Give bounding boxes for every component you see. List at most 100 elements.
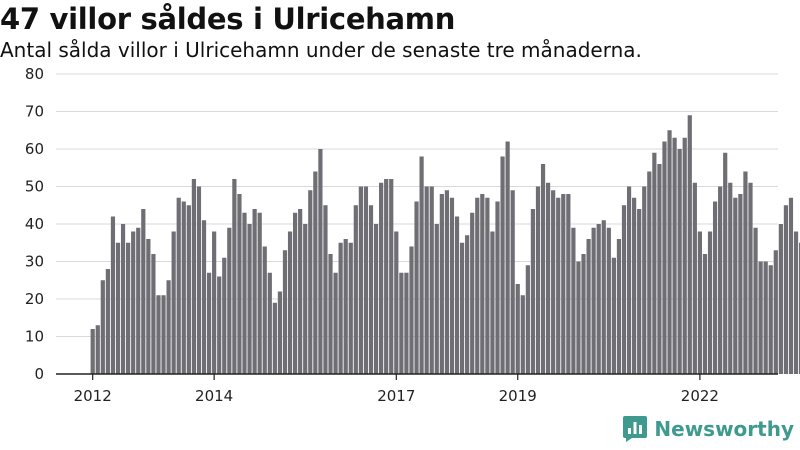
- bar: [758, 261, 763, 374]
- bar: [212, 231, 217, 374]
- bar: [475, 197, 480, 374]
- bar: [500, 156, 505, 374]
- bar: [546, 182, 551, 374]
- bar: [470, 212, 475, 374]
- bar: [596, 224, 601, 374]
- bar: [723, 152, 728, 374]
- bar: [115, 242, 121, 374]
- bar: [586, 239, 591, 374]
- bar: [434, 224, 439, 374]
- bar: [373, 224, 379, 374]
- bar: [652, 152, 657, 374]
- bars: [90, 115, 800, 374]
- bar: [126, 242, 131, 374]
- bar: [571, 227, 576, 374]
- bar: [206, 272, 212, 374]
- bar: [318, 149, 323, 374]
- bar: [657, 164, 662, 374]
- bar: [136, 227, 141, 374]
- bar: [738, 194, 743, 374]
- bar: [429, 186, 434, 374]
- bar: [692, 182, 697, 374]
- bar: [333, 272, 338, 374]
- bar: [338, 242, 343, 374]
- bar: [525, 265, 530, 374]
- bar: [530, 209, 536, 374]
- bar: [773, 250, 778, 374]
- bar: [328, 254, 333, 374]
- bar: [672, 137, 677, 374]
- bar: [454, 216, 460, 374]
- y-tick-label: 80: [25, 65, 44, 83]
- bar: [419, 156, 424, 374]
- y-tick-label: 60: [25, 140, 44, 158]
- newsworthy-logo-icon: [623, 416, 648, 442]
- bar: [581, 254, 586, 374]
- bar: [459, 242, 465, 374]
- bar: [95, 325, 100, 374]
- bar: [242, 212, 247, 374]
- bar: [161, 295, 166, 374]
- bar: [120, 224, 126, 374]
- y-tick-label: 10: [25, 328, 44, 346]
- bar: [348, 242, 353, 374]
- bar: [105, 269, 110, 374]
- bar: [788, 197, 794, 374]
- chart-subtitle: Antal sålda villor i Ulricehamn under de…: [0, 38, 642, 62]
- bar: [439, 194, 444, 374]
- bar: [409, 246, 414, 374]
- bar: [313, 171, 318, 374]
- bar: [485, 197, 490, 374]
- bar: [287, 231, 293, 374]
- bar: [368, 205, 374, 374]
- bar: [141, 209, 146, 374]
- bar: [591, 227, 596, 374]
- bar: [616, 239, 622, 374]
- bar: [495, 201, 500, 374]
- bar: [232, 179, 237, 374]
- bar: [510, 190, 515, 374]
- x-tick-label: 2022: [681, 387, 719, 405]
- y-axis: 0 10 20 30 40 50 60 70 80: [25, 65, 44, 383]
- bar: [490, 231, 495, 374]
- y-tick-label: 30: [25, 253, 44, 271]
- bar: [166, 280, 171, 374]
- x-tick-label: 2017: [377, 387, 415, 405]
- bar: [465, 235, 470, 374]
- bar: [702, 254, 708, 374]
- bar: [267, 272, 272, 374]
- bar: [222, 257, 227, 374]
- bar: [728, 182, 733, 374]
- bar: [171, 231, 176, 374]
- bar: [662, 141, 667, 374]
- bar: [748, 182, 753, 374]
- bar: [444, 190, 449, 374]
- bar: [449, 197, 455, 374]
- bar: [551, 190, 556, 374]
- bar: [343, 239, 348, 374]
- bar: [606, 227, 611, 374]
- bar: [414, 201, 419, 374]
- bar: [520, 295, 525, 374]
- bar: [181, 201, 186, 374]
- bar: [480, 194, 485, 374]
- bar: [358, 186, 363, 374]
- bar: [687, 115, 692, 374]
- bar: [293, 212, 298, 374]
- bar: [262, 246, 267, 374]
- bar: [677, 149, 682, 374]
- bar: [110, 216, 116, 374]
- bar: [186, 205, 191, 374]
- bar: [252, 209, 257, 374]
- bar: [733, 197, 738, 374]
- bar: [237, 194, 242, 374]
- bar: [191, 179, 196, 374]
- bar: [601, 220, 606, 374]
- bar: [131, 231, 136, 374]
- bar: [566, 194, 571, 374]
- bar: [353, 205, 358, 374]
- bar: [227, 227, 232, 374]
- bar: [783, 205, 789, 374]
- bar: [379, 182, 384, 374]
- bar: [626, 186, 632, 374]
